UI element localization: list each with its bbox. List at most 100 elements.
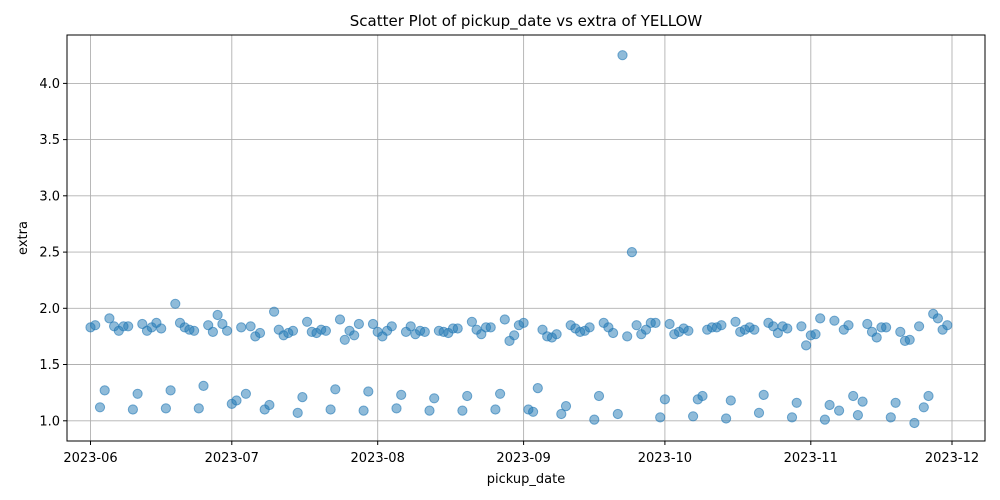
x-tick-label: 2023-09 (496, 451, 550, 466)
data-point (815, 313, 826, 324)
data-point (396, 389, 407, 400)
data-point (386, 321, 397, 332)
data-point (556, 408, 567, 420)
data-point (895, 326, 906, 337)
data-point (914, 321, 925, 332)
data-point (94, 402, 106, 413)
data-point (222, 325, 233, 336)
data-point (871, 332, 882, 343)
data-point (725, 395, 736, 406)
data-point (217, 318, 228, 330)
y-tick-label: 1.0 (39, 414, 60, 429)
y-tick-label: 1.5 (39, 358, 60, 373)
data-point (721, 413, 732, 424)
data-point (697, 390, 708, 402)
data-point (730, 316, 741, 327)
data-point (881, 322, 892, 333)
data-point (801, 340, 812, 351)
grid-lines (67, 35, 985, 441)
data-point (156, 323, 167, 334)
data-point (429, 393, 440, 404)
data-point (358, 405, 369, 416)
data-point (834, 405, 845, 416)
data-point (236, 322, 247, 333)
data-point (292, 407, 303, 418)
data-point (749, 324, 760, 335)
data-point (791, 397, 802, 408)
data-point (99, 385, 110, 396)
data-point (631, 320, 642, 331)
y-axis-ticks: 1.0 1.5 2.0 2.5 3.0 3.5 4.0 (39, 77, 67, 429)
data-point (104, 313, 115, 324)
data-point (127, 404, 138, 415)
data-point (170, 298, 181, 309)
data-point (466, 316, 477, 327)
x-tick-label: 2023-10 (638, 451, 692, 466)
data-point (622, 331, 633, 342)
data-point (452, 323, 463, 334)
data-point (852, 410, 864, 421)
y-tick-label: 4.0 (39, 77, 60, 92)
data-point (240, 388, 251, 399)
data-point (254, 327, 266, 339)
data-point (123, 321, 134, 332)
data-point (551, 329, 562, 340)
data-point (325, 404, 336, 415)
data-point (353, 318, 364, 330)
data-point (716, 320, 727, 331)
data-point (664, 318, 675, 330)
data-point (339, 334, 350, 345)
data-point (349, 330, 360, 341)
data-point (419, 326, 430, 337)
data-point (212, 309, 223, 321)
data-point (608, 327, 619, 339)
data-point (617, 50, 628, 61)
data-point (330, 384, 341, 395)
y-tick-label: 3.0 (39, 189, 60, 204)
data-point (796, 321, 807, 332)
data-point (528, 406, 539, 417)
data-point (942, 320, 953, 331)
data-point (165, 385, 176, 396)
data-point (650, 317, 661, 328)
data-point (160, 403, 171, 414)
data-point (786, 412, 798, 423)
data-point (490, 404, 501, 415)
data-point (287, 325, 299, 336)
data-point (245, 321, 256, 332)
data-point (495, 388, 506, 399)
y-tick-label: 3.5 (39, 133, 60, 148)
data-point (302, 316, 313, 327)
data-point (334, 314, 346, 325)
data-point (584, 322, 595, 333)
data-point (640, 324, 652, 335)
data-point (532, 383, 543, 394)
y-tick-label: 2.0 (39, 302, 60, 317)
data-point (843, 320, 854, 331)
data-point (923, 390, 934, 402)
data-point (476, 329, 487, 340)
x-axis-label: pickup_date (487, 472, 565, 487)
data-point (753, 407, 765, 418)
data-point (885, 412, 896, 423)
data-point (485, 322, 496, 333)
x-tick-label: 2023-06 (63, 451, 117, 466)
chart-title: Scatter Plot of pickup_date vs extra of … (350, 12, 703, 31)
data-point (655, 412, 666, 423)
data-point (918, 402, 929, 413)
y-tick-label: 2.5 (39, 246, 60, 261)
plot-area-frame (66, 34, 986, 442)
data-point (626, 247, 638, 258)
data-point (297, 392, 308, 403)
data-point (320, 325, 331, 336)
y-axis-label: extra (16, 221, 31, 255)
data-point (593, 390, 605, 402)
data-point (132, 388, 143, 399)
data-point (589, 414, 600, 425)
data-point (405, 321, 416, 332)
x-tick-label: 2023-07 (205, 451, 259, 466)
data-point (758, 389, 769, 400)
data-point (890, 397, 901, 408)
